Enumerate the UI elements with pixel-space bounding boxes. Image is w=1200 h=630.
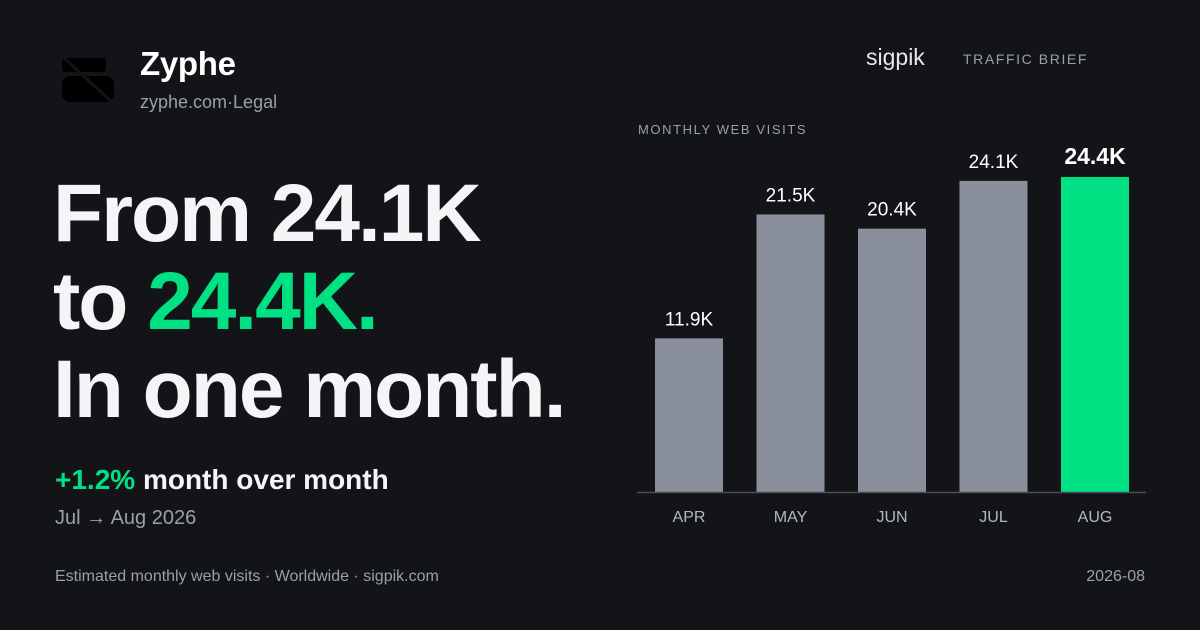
publisher-name: sigpik [866, 44, 925, 70]
brand-category: Legal [233, 92, 278, 112]
value-label-apr: 11.9K [665, 309, 714, 330]
value-label-jul: 24.1K [969, 152, 1019, 173]
headline-line-2-prefix: to [53, 256, 148, 347]
monthly-visits-bar-chart: 11.9K APR 21.5K MAY 20.4K JUN 24.1K JUL 24.4K AUG [637, 143, 1146, 526]
change-text: month over month [135, 464, 389, 495]
chart-title: MONTHLY WEB VISITS [638, 122, 808, 137]
headline-highlight-value: 24.4K. [147, 256, 379, 347]
change-summary: +1.2% month over month [55, 464, 389, 496]
bar-apr [655, 338, 723, 492]
brand-logo-icon [58, 52, 118, 108]
bar-aug [1061, 177, 1129, 492]
category-label-jul: JUL [979, 509, 1008, 526]
headline-line-1: From 24.1K [53, 168, 482, 259]
brand-subtitle: zyphe.com·Legal [140, 92, 277, 113]
category-label-aug: AUG [1078, 509, 1113, 526]
change-value: +1.2% [55, 464, 136, 495]
category-label-may: MAY [774, 509, 808, 526]
headline-line-2: to 24.4K. [53, 258, 564, 346]
category-label-apr: APR [673, 509, 706, 526]
footer-source: Estimated monthly web visits · Worldwide… [55, 568, 439, 585]
value-label-aug: 24.4K [1064, 143, 1126, 169]
headline: From 24.1K to 24.4K. In one month. [53, 168, 566, 435]
bar-may [756, 214, 825, 492]
footer-date: 2026-08 [1086, 568, 1145, 585]
bar-jul [959, 180, 1028, 492]
headline-line-3: In one month. [53, 344, 566, 435]
bar-jun [858, 228, 926, 492]
brand-separator: · [227, 92, 234, 112]
brand-domain: zyphe.com [140, 92, 228, 112]
brand-name: Zyphe [140, 45, 236, 82]
change-period: Jul → Aug 2026 [55, 507, 197, 529]
value-label-may: 21.5K [766, 185, 816, 206]
publisher-label: TRAFFIC BRIEF [963, 51, 1089, 67]
category-label-jun: JUN [876, 509, 907, 526]
value-label-jun: 20.4K [867, 200, 917, 221]
